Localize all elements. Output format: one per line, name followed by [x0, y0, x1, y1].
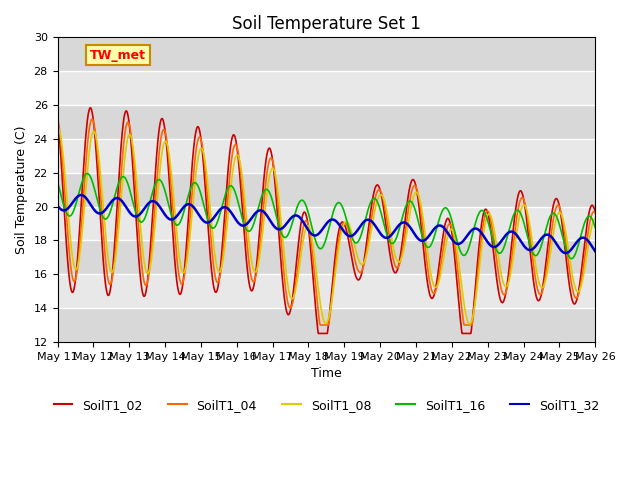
X-axis label: Time: Time	[311, 367, 342, 380]
Text: TW_met: TW_met	[90, 48, 146, 61]
Bar	[58, 274, 595, 308]
Bar	[58, 71, 595, 105]
Bar	[58, 308, 595, 342]
Bar	[58, 206, 595, 240]
Bar	[58, 105, 595, 139]
Y-axis label: Soil Temperature (C): Soil Temperature (C)	[15, 125, 28, 254]
Title: Soil Temperature Set 1: Soil Temperature Set 1	[232, 15, 421, 33]
Bar	[58, 240, 595, 274]
Bar	[58, 37, 595, 71]
Bar	[58, 139, 595, 173]
Bar	[58, 173, 595, 206]
Legend: SoilT1_02, SoilT1_04, SoilT1_08, SoilT1_16, SoilT1_32: SoilT1_02, SoilT1_04, SoilT1_08, SoilT1_…	[49, 394, 604, 417]
